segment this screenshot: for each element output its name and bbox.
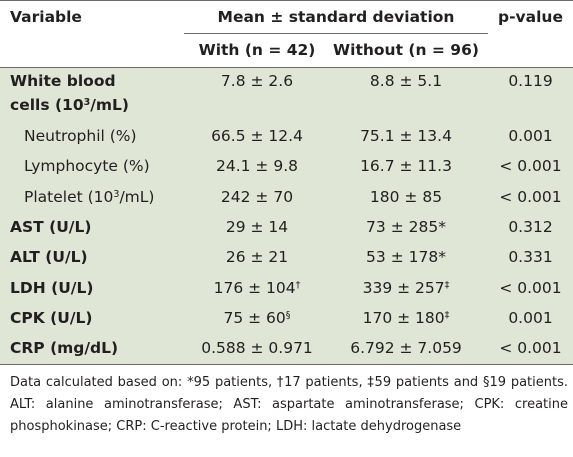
table-footnote: Data calculated based on: *95 patients, … [10,375,568,434]
cell-with: 242 ± 70 [220,188,294,206]
cell-with: 0.588 ± 0.971 [201,339,313,357]
cell-without: 170 ± 180‡ [362,309,450,327]
row-label: White blood [10,72,116,90]
cell-p-value: 0.001 [508,309,553,327]
row-label-line2: cells (103/mL) [10,96,130,114]
cell-p-value: 0.001 [508,127,553,145]
cell-with: 66.5 ± 12.4 [211,127,303,145]
header-variable: Variable [10,8,82,26]
cell-without: 339 ± 257‡ [362,279,450,297]
cell-with: 24.1 ± 9.8 [215,157,298,175]
header-with: With (n = 42) [198,41,316,59]
cell-without: 180 ± 85 [369,188,443,206]
cell-without: 73 ± 285* [366,218,446,236]
row-label: CPK (U/L) [10,309,93,327]
row-label: LDH (U/L) [10,279,94,297]
cell-with: 176 ± 104† [213,279,301,297]
top-rule [0,0,573,1]
row-label: Platelet (103/mL) [24,188,155,206]
cell-without: 6.792 ± 7.059 [350,339,462,357]
cell-p-value: < 0.001 [499,339,562,357]
cell-with: 29 ± 14 [225,218,289,236]
row-label: CRP (mg/dL) [10,339,119,357]
cell-p-value: < 0.001 [499,188,562,206]
header-without: Without (n = 96) [333,41,479,59]
cell-p-value: 0.119 [508,72,553,90]
cell-without: 8.8 ± 5.1 [369,72,443,90]
table-header [0,0,573,68]
cell-p-value: < 0.001 [499,157,562,175]
cell-without: 53 ± 178* [366,248,446,266]
cell-p-value: 0.331 [508,248,553,266]
cell-with: 75 ± 60§ [223,309,291,327]
header-rule [0,67,573,68]
bottom-rule [0,364,573,365]
row-label: Neutrophil (%) [24,127,137,145]
cell-without: 16.7 ± 11.3 [360,157,452,175]
cell-with: 7.8 ± 2.6 [220,72,294,90]
table-body [0,68,573,365]
cell-without: 75.1 ± 13.4 [360,127,452,145]
cell-p-value: < 0.001 [499,279,562,297]
group-underline [184,33,488,34]
row-label: AST (U/L) [10,218,92,236]
row-label: Lymphocyte (%) [24,157,150,175]
row-label: ALT (U/L) [10,248,88,266]
cell-with: 26 ± 21 [225,248,289,266]
cell-p-value: 0.312 [508,218,553,236]
header-p-value: p-value [498,8,563,26]
header-group: Mean ± standard deviation [217,8,455,26]
